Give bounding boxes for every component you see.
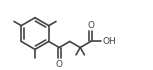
Text: OH: OH <box>103 37 117 46</box>
Text: O: O <box>56 60 63 69</box>
Text: O: O <box>87 21 94 30</box>
